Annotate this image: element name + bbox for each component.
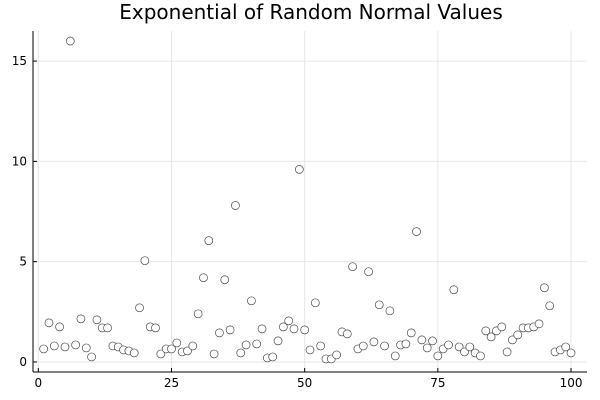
data-point — [257, 324, 267, 334]
data-point — [385, 306, 395, 316]
data-point — [534, 319, 544, 329]
data-point — [129, 348, 139, 358]
data-point — [332, 350, 341, 360]
data-point — [561, 342, 571, 352]
data-point — [151, 323, 160, 333]
data-point — [294, 165, 304, 174]
data-point — [390, 351, 400, 361]
x-tick-label: 75 — [430, 376, 445, 390]
data-point — [273, 336, 283, 346]
data-point — [268, 352, 278, 362]
y-tick-label: 10 — [12, 154, 27, 168]
tick-labels: 0 25 50 75 100 0 5 10 15 — [12, 54, 583, 390]
data-point — [65, 36, 75, 46]
data-point — [199, 273, 208, 283]
data-point — [225, 325, 235, 335]
data-point — [348, 262, 357, 272]
data-point — [183, 346, 192, 356]
data-point — [220, 275, 230, 285]
x-tick-label: 50 — [297, 376, 312, 390]
data-point — [566, 348, 576, 358]
chart-title: Exponential of Random Normal Values — [119, 0, 503, 24]
data-point — [241, 340, 251, 350]
axes — [32, 31, 587, 373]
data-point — [508, 335, 517, 345]
data-point — [60, 342, 70, 352]
data-point — [44, 318, 54, 328]
data-point — [215, 328, 224, 338]
data-point — [193, 309, 203, 319]
data-point — [172, 338, 182, 348]
data-point — [310, 298, 320, 308]
data-point — [279, 322, 288, 332]
data-point — [167, 344, 176, 354]
data-point — [252, 339, 262, 349]
data-point — [316, 341, 326, 351]
data-point — [545, 301, 555, 311]
data-point — [481, 326, 491, 336]
data-point — [76, 314, 86, 324]
data-point — [358, 341, 368, 351]
data-point — [305, 345, 315, 355]
data-point — [135, 303, 144, 313]
data-point — [284, 316, 294, 326]
data-points — [39, 36, 576, 364]
data-point — [39, 344, 49, 354]
data-point — [380, 341, 389, 351]
data-point — [55, 322, 64, 332]
data-point — [454, 342, 464, 352]
data-point — [374, 300, 384, 310]
data-point — [497, 322, 507, 332]
y-tick-label: 0 — [19, 355, 27, 369]
data-point — [81, 343, 91, 353]
data-point — [449, 285, 459, 295]
data-point — [140, 256, 150, 266]
data-point — [71, 340, 80, 350]
data-point — [87, 352, 96, 362]
data-point — [486, 332, 496, 342]
data-point — [428, 336, 437, 346]
data-point — [502, 347, 512, 357]
data-point — [231, 201, 240, 210]
grid — [33, 31, 587, 372]
data-point — [364, 267, 373, 277]
data-point — [540, 283, 549, 293]
data-point — [417, 335, 427, 345]
data-point — [369, 337, 379, 347]
x-tick-label: 25 — [164, 376, 179, 390]
data-point — [247, 296, 256, 306]
data-point — [401, 339, 411, 349]
data-point — [412, 227, 421, 236]
data-point — [92, 315, 102, 325]
data-point — [476, 351, 485, 361]
data-point — [188, 341, 198, 351]
data-point — [460, 347, 469, 357]
data-point — [236, 348, 246, 358]
data-point — [513, 330, 523, 340]
data-point — [209, 349, 219, 359]
data-point — [300, 325, 310, 335]
y-tick-label: 15 — [12, 54, 27, 68]
data-point — [465, 342, 475, 352]
data-point — [49, 341, 59, 351]
data-point — [204, 236, 214, 245]
data-point — [433, 351, 443, 361]
data-point — [156, 349, 166, 359]
data-point — [342, 329, 352, 339]
x-tick-label: 100 — [560, 376, 583, 390]
data-point — [444, 340, 453, 350]
data-point — [289, 324, 299, 334]
data-point — [422, 343, 432, 353]
data-point — [406, 328, 416, 338]
data-point — [103, 323, 112, 333]
x-tick-label: 0 — [35, 376, 43, 390]
y-tick-label: 5 — [19, 255, 27, 269]
